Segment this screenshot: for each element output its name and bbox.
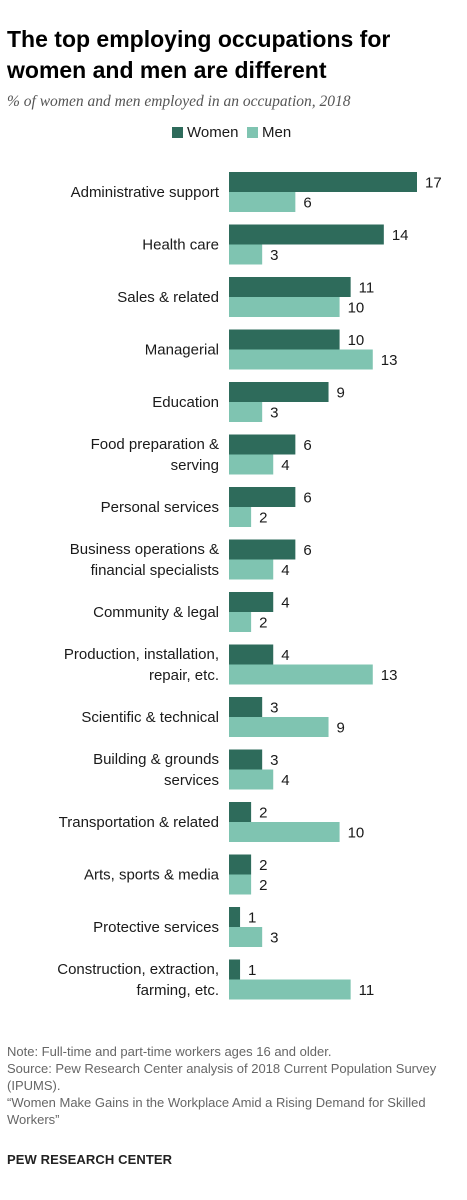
category-label: Sales & related	[117, 289, 219, 306]
bar-women	[229, 644, 274, 665]
value-label-men: 4	[281, 562, 289, 579]
category-label: Protective services	[93, 919, 219, 936]
bar-women	[229, 749, 263, 770]
category-label: financial specialists	[91, 562, 219, 579]
report-title-text: “Women Make Gains in the Workplace Amid …	[7, 1095, 426, 1127]
value-label-women: 1	[248, 910, 256, 927]
value-label-women: 3	[270, 700, 278, 717]
bar-women	[229, 854, 252, 875]
value-label-women: 17	[425, 175, 442, 192]
category-label: Building & grounds	[93, 751, 219, 768]
footer-brand: PEW RESEARCH CENTER	[7, 1152, 173, 1167]
category-label: serving	[171, 457, 219, 474]
bar-women	[229, 487, 296, 507]
bar-women	[229, 539, 296, 560]
category-label: Production, installation,	[64, 646, 219, 663]
bar-women	[229, 697, 263, 717]
bar-men	[229, 769, 274, 790]
legend-label-men: Men	[262, 124, 291, 141]
bar-women	[229, 907, 241, 927]
category-label: Education	[152, 394, 219, 411]
value-label-men: 3	[270, 930, 278, 947]
category-label: Managerial	[145, 342, 219, 359]
category-label: repair, etc.	[149, 667, 219, 684]
bar-chart: Women Men Administrative support 17 6 Health …	[57, 124, 442, 1000]
bar-men	[229, 822, 340, 842]
legend-label-women: Women	[187, 124, 238, 141]
bar-women	[229, 382, 329, 402]
bar-women	[229, 277, 351, 297]
category-label: Scientific & technical	[81, 709, 219, 726]
bar-men	[229, 979, 351, 1000]
bar-women	[229, 172, 417, 192]
bar-men	[229, 454, 274, 475]
category-label: Business operations &	[70, 541, 219, 558]
value-label-women: 9	[337, 385, 345, 402]
value-label-women: 6	[303, 437, 311, 454]
bar-women	[229, 224, 384, 245]
chart-subtitle: % of women and men employed in an occupa…	[7, 93, 351, 110]
bar-men	[229, 297, 340, 317]
bar-men	[229, 717, 329, 737]
value-label-women: 2	[259, 857, 267, 874]
bar-men	[229, 874, 252, 895]
notes: Note: Full-time and part-time workers ag…	[7, 1043, 457, 1128]
value-label-women: 6	[303, 490, 311, 507]
value-label-men: 4	[281, 772, 289, 789]
value-label-men: 10	[348, 825, 365, 842]
bar-women	[229, 329, 340, 350]
value-label-men: 10	[348, 300, 365, 317]
value-label-women: 2	[259, 805, 267, 822]
bar-women	[229, 802, 252, 822]
category-label: Food preparation &	[91, 436, 219, 453]
value-label-men: 6	[303, 195, 311, 212]
value-label-men: 13	[381, 667, 398, 684]
bar-men	[229, 559, 274, 580]
bar-men	[229, 664, 373, 685]
category-label: Administrative support	[71, 184, 220, 201]
category-label: Construction, extraction,	[57, 961, 219, 978]
value-label-men: 11	[359, 982, 375, 999]
legend-swatch-men	[247, 127, 258, 138]
chart-title: The top employing occupations for women …	[7, 26, 391, 83]
value-label-women: 14	[392, 227, 409, 244]
value-label-women: 10	[348, 332, 365, 349]
value-label-men: 13	[381, 352, 398, 369]
source-text: Source: Pew Research Center analysis of …	[7, 1061, 437, 1093]
note-text: Note: Full-time and part-time workers ag…	[7, 1044, 332, 1059]
value-label-men: 2	[259, 877, 267, 894]
bar-women	[229, 434, 296, 455]
category-label: Personal services	[101, 499, 219, 516]
category-label: Transportation & related	[59, 814, 219, 831]
value-label-women: 4	[281, 595, 289, 612]
bar-men	[229, 507, 252, 527]
bar-women	[229, 959, 241, 980]
category-label: services	[164, 772, 219, 789]
value-label-men: 9	[337, 720, 345, 737]
value-label-men: 3	[270, 247, 278, 264]
value-label-women: 3	[270, 752, 278, 769]
value-label-women: 6	[303, 542, 311, 559]
value-label-men: 4	[281, 457, 289, 474]
value-label-women: 4	[281, 647, 289, 664]
value-label-men: 2	[259, 510, 267, 527]
category-label: Community & legal	[93, 604, 219, 621]
legend-swatch-women	[172, 127, 183, 138]
bar-men	[229, 612, 252, 632]
value-label-women: 11	[359, 280, 375, 297]
value-label-women: 1	[248, 962, 256, 979]
bar-women	[229, 592, 274, 612]
value-label-men: 2	[259, 615, 267, 632]
value-label-men: 3	[270, 405, 278, 422]
category-label: Arts, sports & media	[84, 867, 220, 884]
bar-men	[229, 244, 263, 265]
category-label: farming, etc.	[136, 982, 219, 999]
category-label: Health care	[142, 237, 219, 254]
bar-men	[229, 192, 296, 212]
bar-men	[229, 402, 263, 422]
bar-men	[229, 927, 263, 947]
bar-men	[229, 349, 373, 370]
